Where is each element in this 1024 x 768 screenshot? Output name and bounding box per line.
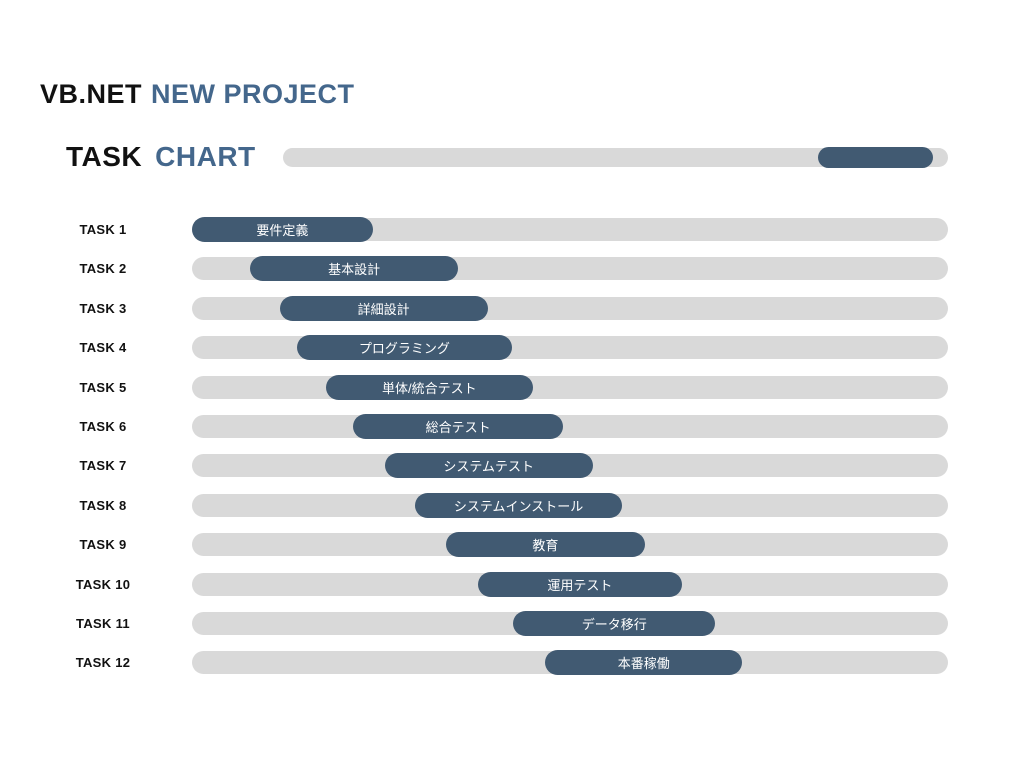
task-bar: 本番稼働	[545, 650, 743, 676]
task-bar-label: システムテスト	[443, 459, 535, 475]
task-bar: 総合テスト	[353, 413, 564, 439]
task-label: TASK 6	[79, 418, 127, 434]
task-label: TASK 8	[79, 497, 127, 513]
task-bar: 詳細設計	[279, 295, 488, 321]
task-bar-label: 運用テスト	[547, 577, 613, 593]
task-row: TASK 8 システムインストール	[40, 492, 948, 518]
task-track: 要件定義	[192, 217, 948, 242]
task-bar-label: 単体/統合テスト	[382, 380, 477, 396]
task-track: 教育	[192, 532, 948, 558]
task-bar: システムテスト	[384, 453, 593, 479]
task-bar: 単体/統合テスト	[325, 374, 533, 400]
task-label: TASK 12	[75, 655, 131, 671]
task-track: 総合テスト	[192, 413, 948, 439]
task-rows: TASK 1 要件定義 TASK 2 基本設計 TASK 3 詳細設計	[40, 217, 948, 676]
task-bar-label: 要件定義	[256, 223, 309, 238]
task-bar-label: システムインストール	[453, 498, 584, 514]
task-label: TASK 2	[79, 261, 127, 277]
task-bar: システムインストール	[415, 492, 623, 518]
task-track: 単体/統合テスト	[192, 374, 948, 400]
chart-title-accent: CHART	[155, 141, 256, 172]
task-bar: 教育	[446, 532, 645, 558]
task-bar: 基本設計	[250, 256, 459, 282]
task-row: TASK 11 データ移行	[40, 610, 948, 636]
task-label: TASK 7	[79, 458, 127, 474]
header-progress-bar	[818, 147, 933, 168]
task-row: TASK 12 本番稼働	[40, 650, 948, 676]
task-label: TASK 10	[75, 576, 131, 592]
task-bar-label: 本番稼働	[617, 656, 670, 672]
task-bar-label: データ移行	[581, 616, 647, 632]
task-track: 運用テスト	[192, 571, 948, 597]
task-row: TASK 7 システムテスト	[40, 453, 948, 479]
task-label: TASK 9	[79, 537, 127, 553]
task-row: TASK 9 教育	[40, 532, 948, 558]
task-label: TASK 11	[76, 615, 130, 631]
task-row: TASK 1 要件定義	[40, 217, 948, 242]
task-bar-label: 詳細設計	[357, 301, 410, 317]
task-bar: 運用テスト	[477, 571, 682, 597]
task-row: TASK 4 プログラミング	[40, 335, 948, 361]
page-title-accent: NEW PROJECT	[151, 79, 355, 109]
task-label: TASK 1	[79, 222, 127, 237]
task-row: TASK 2 基本設計	[40, 256, 948, 282]
task-bar: データ移行	[513, 610, 716, 636]
task-bar: 要件定義	[192, 217, 373, 242]
chart-title-prefix: TASK	[66, 141, 143, 172]
task-row: TASK 3 詳細設計	[40, 295, 948, 321]
task-bar-label: 教育	[532, 538, 559, 554]
task-bar-label: プログラミング	[358, 341, 450, 357]
task-label: TASK 3	[79, 300, 127, 316]
task-label: TASK 5	[79, 379, 127, 395]
task-row: TASK 10 運用テスト	[40, 571, 948, 597]
task-track: 基本設計	[192, 256, 948, 282]
task-bar-label: 基本設計	[328, 262, 381, 278]
task-track: 本番稼働	[192, 650, 948, 676]
task-bar: プログラミング	[297, 335, 512, 361]
task-track: データ移行	[192, 610, 948, 636]
task-row: TASK 5 単体/統合テスト	[40, 374, 948, 400]
task-track: システムテスト	[192, 453, 948, 479]
header-progress-track	[283, 147, 948, 168]
task-track: 詳細設計	[192, 295, 948, 321]
page-title-prefix: VB.NET	[40, 79, 143, 109]
task-label: TASK 4	[79, 340, 127, 356]
page-title: VB.NET NEW PROJECT	[40, 79, 355, 110]
chart-title: TASK CHART	[66, 141, 256, 173]
task-row: TASK 6 総合テスト	[40, 413, 948, 439]
task-track: システムインストール	[192, 492, 948, 518]
task-bar-label: 総合テスト	[425, 419, 491, 435]
task-track: プログラミング	[192, 335, 948, 361]
